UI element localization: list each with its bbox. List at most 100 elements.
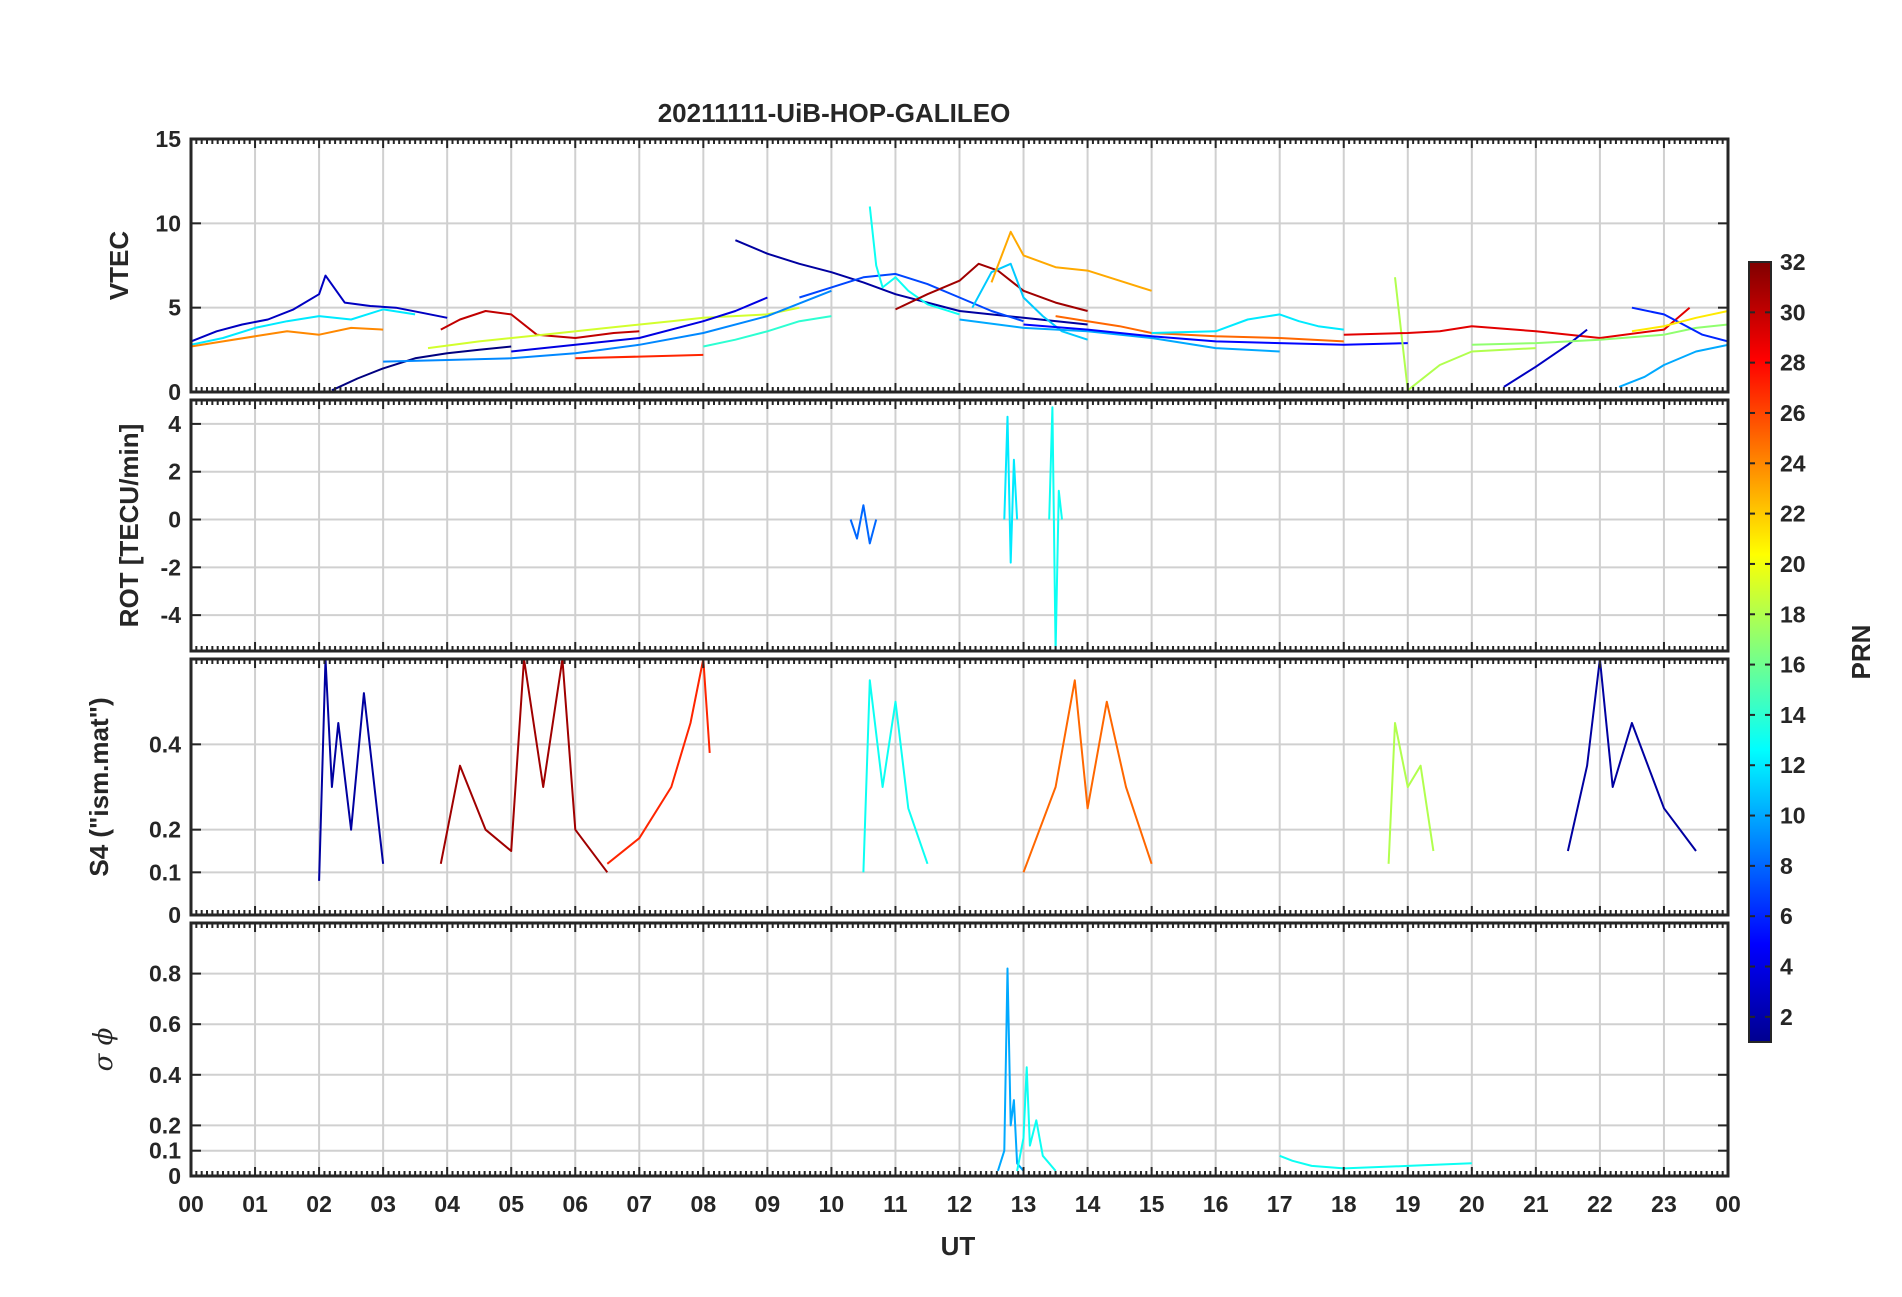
panel-2: -4 -2 0 2 4 ROT [TECU/min] (114, 398, 1730, 653)
panel-4-y-ticks: 00.10.2 0.4 0.6 0.8 (149, 961, 1728, 1189)
x-tick-label: 11 (883, 1191, 908, 1217)
panel-2-series (849, 406, 1063, 651)
series-line-prn-4 (511, 296, 768, 353)
series-line-prn-10 (959, 318, 1280, 353)
colorbar-label: PRN (1846, 625, 1876, 680)
panel-1-series (191, 206, 1728, 392)
panel-4-series (996, 967, 1472, 1172)
y-tick-label: -2 (161, 554, 181, 580)
panel-3-series (318, 659, 1697, 881)
colorbar-tick-label: 18 (1780, 601, 1806, 627)
x-tick-label: 23 (1651, 1191, 1677, 1217)
x-tick-label: 17 (1267, 1191, 1293, 1217)
colorbar-tick-label: 4 (1780, 954, 1793, 980)
y-tick-label: 0.4 (149, 731, 181, 757)
x-tick-label: 15 (1139, 1191, 1165, 1217)
series-line-prn-8 (849, 504, 878, 545)
panel-2-x-ticks (190, 400, 1729, 651)
y-tick-label: 0 (168, 379, 181, 405)
colorbar-tick-label: 24 (1780, 450, 1806, 476)
y-tick-label: 0.2 (149, 1112, 181, 1138)
series-line-prn-19 (427, 306, 800, 350)
x-tick-label: 00 (178, 1191, 204, 1217)
colorbar-tick-label: 14 (1780, 702, 1806, 728)
colorbar-tick-label: 10 (1780, 803, 1806, 829)
series-line-prn-31 (895, 262, 1088, 312)
series-line-prn-18 (1394, 277, 1536, 392)
y-tick-label: 0.1 (149, 859, 181, 885)
colorbar-tick-label: 12 (1780, 752, 1806, 778)
panel-3-grid (191, 659, 1728, 915)
panel-4-grid (191, 923, 1728, 1176)
y-tick-label: 0.1 (149, 1138, 181, 1164)
x-tick-label: 16 (1203, 1191, 1229, 1217)
chart-title: 20211111-UiB-HOP-GALILEO (658, 98, 1011, 128)
colorbar-tick-label: 6 (1780, 903, 1793, 929)
series-line-prn-2 (1566, 659, 1697, 852)
x-tick-label: 22 (1587, 1191, 1613, 1217)
x-tick-label: 14 (1075, 1191, 1101, 1217)
series-line-prn-6 (1631, 306, 1728, 343)
series-line-prn-25 (1022, 679, 1153, 873)
colorbar-tick-label: 26 (1780, 400, 1806, 426)
y-tick-label: 0 (168, 507, 181, 533)
series-line-prn-12 (1151, 313, 1344, 334)
series-line-prn-3 (1503, 328, 1588, 388)
panel-1-y-ticks: 0 5 10 15 (155, 126, 1728, 405)
y-tick-label: 0.8 (149, 961, 181, 987)
y-tick-label: 0.6 (149, 1011, 181, 1037)
x-tick-label: 20 (1459, 1191, 1485, 1217)
panel-1: 0 5 10 15 VTEC (104, 126, 1730, 405)
y-axis-label: VTEC (104, 231, 134, 301)
series-line-prn-24 (191, 326, 384, 348)
series-line-prn-18 (1387, 722, 1435, 864)
series-line-prn-13 (862, 679, 929, 873)
panel-3-y-ticks: 0 0.1 0.2 0.4 (149, 731, 1728, 928)
colorbar-tick-label: 30 (1780, 299, 1806, 325)
y-tick-label: 4 (168, 411, 181, 437)
panel-3-x-ticks (190, 659, 1729, 915)
series-line-prn-13 (868, 206, 960, 316)
series-line-prn-21 (1631, 310, 1728, 333)
panel-2-grid (191, 400, 1728, 651)
y-axis-label: S4 ("ism.mat") (84, 697, 114, 876)
series-line-prn-3 (191, 274, 448, 343)
series-line-prn-11 (971, 262, 1088, 341)
series-line-prn-10 (996, 967, 1025, 1172)
series-line-prn-5 (1023, 323, 1408, 346)
x-tick-label: 00 (1715, 1191, 1741, 1217)
y-tick-label: 2 (168, 459, 181, 485)
panel-1-x-ticks (190, 139, 1729, 392)
series-line-prn-10 (1618, 343, 1728, 388)
y-tick-label: 0.4 (149, 1062, 181, 1088)
y-axis-label: ROT [TECU/min] (114, 424, 144, 628)
x-tick-label: 12 (947, 1191, 973, 1217)
panel-1-grid (191, 139, 1728, 392)
y-axis-label: σ ϕ (89, 1027, 119, 1071)
series-line-prn-13 (1016, 1066, 1057, 1172)
x-tick-label: 02 (306, 1191, 332, 1217)
y-tick-label: -4 (161, 602, 182, 628)
y-tick-label: 5 (168, 295, 181, 321)
colorbar-tick-label: 2 (1780, 1004, 1793, 1030)
series-line-prn-2 (735, 239, 1088, 326)
series-line-prn-27 (575, 353, 704, 360)
series-line-prn-31 (439, 659, 609, 873)
x-tick-label: 09 (755, 1191, 781, 1217)
colorbar-tick-label: 20 (1780, 551, 1806, 577)
colorbar-tick-label: 16 (1780, 652, 1806, 678)
y-tick-label: 0 (168, 902, 181, 928)
x-tick-label: 18 (1331, 1191, 1357, 1217)
colorbar-tick-label: 32 (1780, 249, 1806, 275)
series-line-prn-1 (331, 345, 512, 392)
series-line-prn-2 (318, 659, 385, 881)
x-tick-label: 06 (562, 1191, 588, 1217)
colorbar-tick-label: 8 (1780, 853, 1793, 879)
x-tick-label: 04 (434, 1191, 460, 1217)
series-line-prn-9 (383, 289, 832, 363)
x-tick-label: 05 (498, 1191, 524, 1217)
y-tick-label: 0 (168, 1163, 181, 1189)
series-line-prn-13 (1048, 406, 1063, 651)
